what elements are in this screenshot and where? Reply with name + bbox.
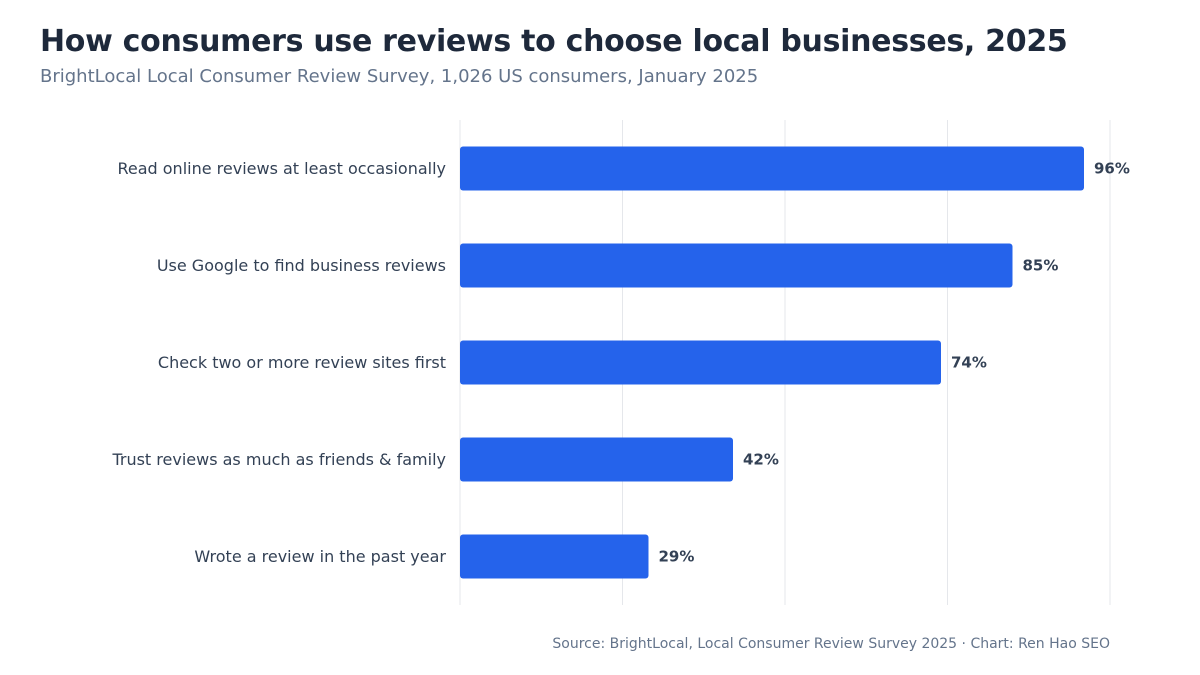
category-label-0: Read online reviews at least occasionall… xyxy=(117,159,446,178)
labels: Read online reviews at least occasionall… xyxy=(111,159,1129,566)
category-label-3: Trust reviews as much as friends & famil… xyxy=(111,450,446,469)
source-note: Source: BrightLocal, Local Consumer Revi… xyxy=(552,636,1110,652)
value-label-1: 85% xyxy=(1023,257,1059,275)
bar-1 xyxy=(460,243,1013,288)
category-label-1: Use Google to find business reviews xyxy=(157,256,446,275)
category-label-4: Wrote a review in the past year xyxy=(194,547,446,566)
bar-0 xyxy=(460,146,1084,191)
bar-2 xyxy=(460,340,941,385)
bar-3 xyxy=(460,437,733,482)
value-label-0: 96% xyxy=(1094,160,1130,178)
value-label-2: 74% xyxy=(951,354,987,372)
value-label-4: 29% xyxy=(659,548,695,566)
category-label-2: Check two or more review sites first xyxy=(158,353,446,372)
chart-subtitle: BrightLocal Local Consumer Review Survey… xyxy=(40,66,759,87)
value-label-3: 42% xyxy=(743,451,779,469)
chart-title: How consumers use reviews to choose loca… xyxy=(40,24,1068,59)
bars xyxy=(460,146,1084,579)
bar-4 xyxy=(460,534,649,579)
